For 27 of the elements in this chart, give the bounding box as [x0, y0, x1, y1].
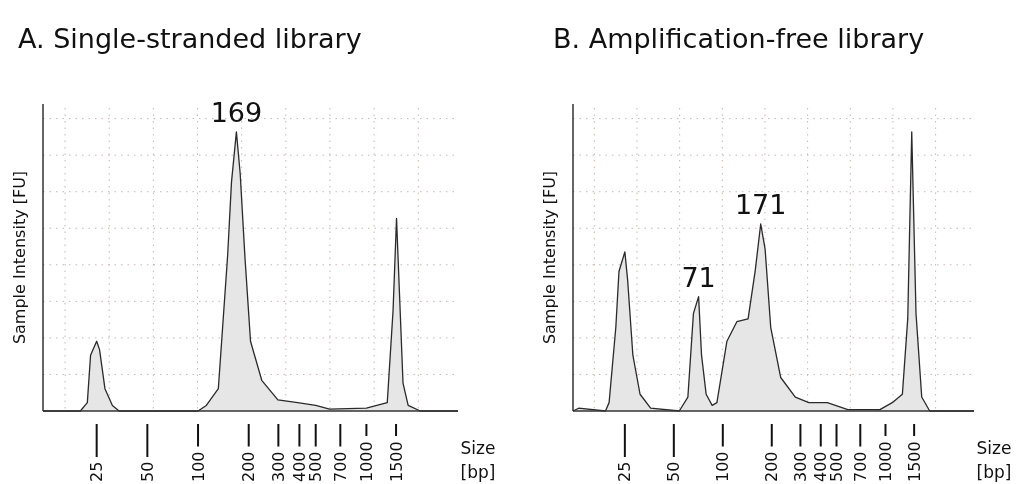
x-tick-label: 50 [137, 461, 157, 482]
x-tick-label: 1500 [386, 441, 406, 482]
annotation: 71 [681, 261, 716, 293]
x-tick-label: 1000 [356, 441, 376, 482]
x-tick-label: 25 [87, 461, 107, 482]
chart-title: A. Single-stranded library [18, 23, 362, 54]
x-tick-label: 200 [762, 451, 782, 482]
x-tick-label: 300 [790, 451, 810, 482]
y-axis-title: Sample Intensity [FU] [10, 170, 29, 345]
chart-title: B. Amplification-free library [553, 23, 925, 54]
x-tick-label: 300 [268, 451, 288, 482]
x-tick-label: 50 [664, 461, 684, 482]
x-tick-label: 200 [239, 451, 259, 482]
annotation: 169 [210, 96, 263, 128]
x-tick-label: 700 [850, 451, 870, 482]
x-tick-label: 100 [713, 451, 733, 482]
x-tick-label: 100 [188, 451, 208, 482]
x-tick-label: 700 [330, 451, 350, 482]
annotation: 171 [734, 189, 787, 221]
x-axis-title: Size [bp] [460, 438, 496, 482]
x-tick-label: 400 [289, 451, 309, 482]
x-tick-label: 500 [306, 451, 326, 482]
x-axis-title: Size [bp] [976, 438, 1012, 482]
x-tick-label: 1500 [904, 441, 924, 482]
x-tick-label: 25 [615, 461, 635, 482]
y-axis-title: Sample Intensity [FU] [540, 170, 559, 345]
x-tick-label: 1000 [875, 441, 895, 482]
